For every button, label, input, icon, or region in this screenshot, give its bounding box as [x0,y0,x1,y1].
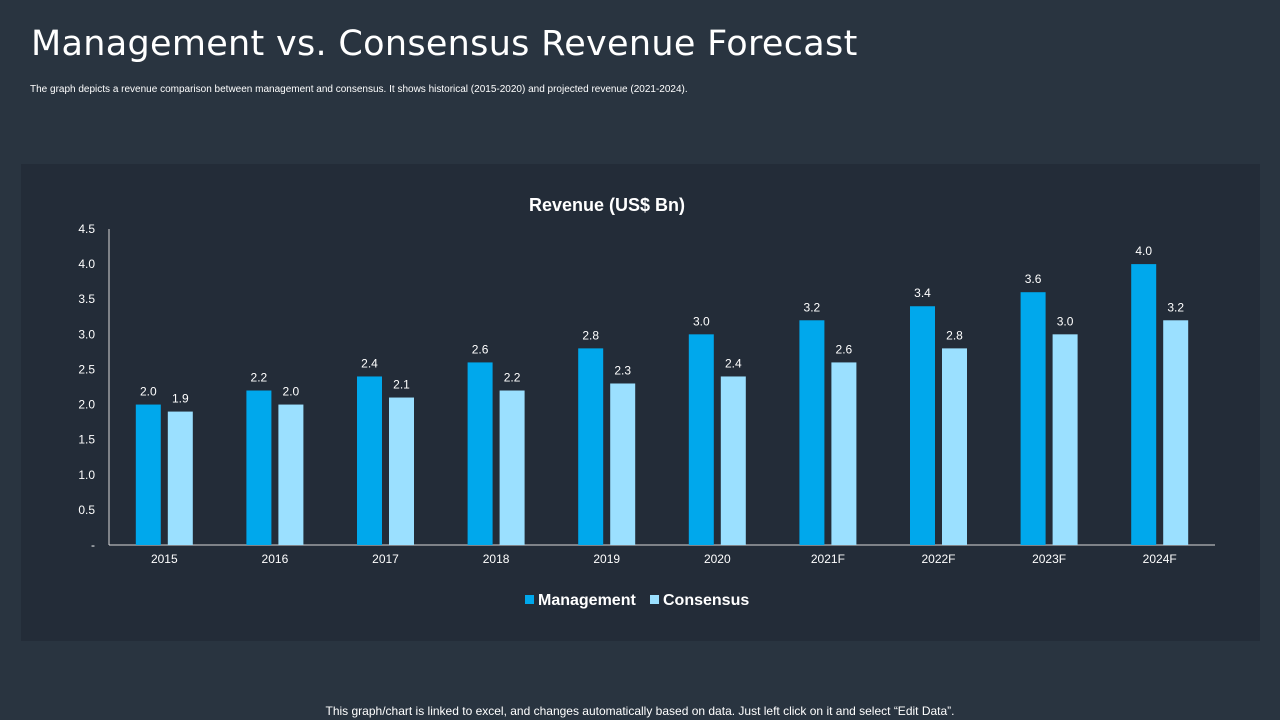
bar-management-2015[interactable] [135,404,161,545]
x-tick-label: 2021F [811,552,845,566]
y-tick-label: 1.0 [78,468,95,482]
chart-title: Revenue (US$ Bn) [529,195,685,215]
bar-consensus-2021F[interactable] [831,362,857,545]
bar-consensus-2019[interactable] [610,383,636,545]
x-axis: 2015 2016 2017 2018 2019 2020 2021F 2022F 2023F 2… [109,544,1215,566]
x-tick-label: 2019 [593,552,620,566]
x-tick-label: 2015 [151,552,178,566]
legend-swatch-management [525,595,534,604]
x-tick-label: 2024F [1143,552,1177,566]
bar-consensus-2015[interactable] [167,411,193,545]
y-tick-label: - [91,538,95,552]
bar-management-2021F[interactable] [799,320,825,545]
data-label: 2.2 [251,371,268,385]
data-label: 2.6 [836,342,853,356]
data-label: 2.0 [283,385,300,399]
data-label: 2.4 [361,356,378,370]
footer-note: This graph/chart is linked to excel, and… [325,704,955,718]
y-tick-label: 2.5 [78,362,95,376]
page-subtitle: The graph depicts a revenue comparison b… [30,84,688,95]
bar-management-2016[interactable] [246,390,272,545]
y-tick-label: 3.5 [78,292,95,306]
bar-consensus-2024F[interactable] [1163,320,1189,545]
y-tick-label: 4.0 [78,257,95,271]
bar-series-group: 2.0 1.9 2.2 2.0 2.4 2.1 2.6 2.2 2.8 2.3 3.0 2.4 3.2 2… [135,244,1189,545]
data-label: 3.2 [1167,300,1184,314]
x-tick-label: 2017 [372,552,399,566]
y-tick-label: 2.0 [78,398,95,412]
bar-management-2017[interactable] [357,376,382,545]
bar-management-2019[interactable] [578,348,604,545]
page-title: Management vs. Consensus Revenue Forecas… [31,24,858,64]
data-label: 4.0 [1135,244,1152,258]
x-tick-label: 2018 [483,552,510,566]
chart-panel[interactable]: Revenue (US$ Bn) - 0.5 1.0 1.5 2.0 2.5 3.0 3.5 4… [21,164,1260,641]
y-axis: - 0.5 1.0 1.5 2.0 2.5 3.0 3.5 4.0 4.5 [78,222,110,552]
data-label: 2.0 [140,385,157,399]
bar-management-2023F[interactable] [1020,292,1046,545]
bar-consensus-2020[interactable] [720,376,746,545]
legend-swatch-consensus [650,595,659,604]
data-label: 2.3 [614,363,631,377]
bar-consensus-2017[interactable] [389,397,414,545]
data-label: 2.2 [504,371,521,385]
bar-management-2018[interactable] [467,362,493,545]
data-label: 2.6 [472,342,489,356]
data-label: 3.4 [914,286,931,300]
data-label: 3.6 [1025,272,1042,286]
bar-consensus-2023F[interactable] [1052,334,1078,545]
data-label: 1.9 [172,392,189,406]
y-tick-label: 0.5 [78,503,95,517]
data-label: 2.1 [393,378,410,392]
data-label: 3.2 [804,300,821,314]
x-tick-label: 2023F [1032,552,1066,566]
legend-label-consensus[interactable]: Consensus [663,592,749,609]
legend-label-management[interactable]: Management [538,592,636,609]
data-label: 2.8 [582,328,599,342]
data-label: 2.4 [725,356,742,370]
legend[interactable]: Management Consensus [525,592,749,609]
bar-management-2022F[interactable] [910,306,935,545]
y-tick-label: 1.5 [78,433,95,447]
x-tick-label: 2022F [921,552,955,566]
data-label: 3.0 [1057,314,1074,328]
bar-consensus-2018[interactable] [499,390,525,545]
x-tick-label: 2016 [262,552,289,566]
y-tick-label: 3.0 [78,327,95,341]
bar-consensus-2016[interactable] [278,404,304,545]
data-label: 3.0 [693,314,710,328]
bar-consensus-2022F[interactable] [942,348,967,545]
y-tick-label: 4.5 [78,222,95,236]
x-tick-label: 2020 [704,552,731,566]
bar-management-2024F[interactable] [1131,264,1157,545]
revenue-chart[interactable]: Revenue (US$ Bn) - 0.5 1.0 1.5 2.0 2.5 3.0 3.5 4… [21,164,1260,641]
data-label: 2.8 [946,328,963,342]
bar-management-2020[interactable] [688,334,714,545]
